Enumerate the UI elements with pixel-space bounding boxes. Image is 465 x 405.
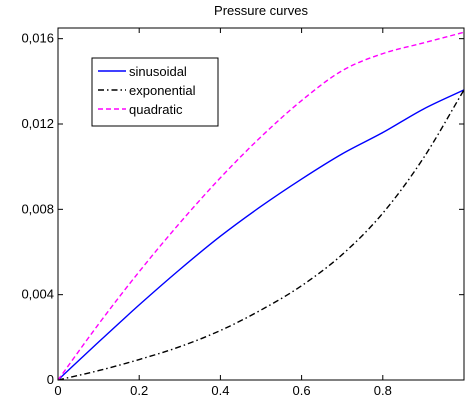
series-line-exponential xyxy=(57,89,465,381)
y-tick-label: 0 xyxy=(47,372,54,387)
x-tick-label: 0.8 xyxy=(374,383,392,398)
legend-label-quadratic: quadratic xyxy=(129,102,183,117)
y-tick-label: 0,012 xyxy=(21,116,54,131)
x-tick-label: 0 xyxy=(54,383,61,398)
chart-title: Pressure curves xyxy=(214,3,308,18)
y-tick-label: 0,008 xyxy=(21,201,54,216)
y-tick-label: 0,004 xyxy=(21,287,54,302)
series-line-quadratic xyxy=(57,31,465,381)
legend-label-sinusoidal: sinusoidal xyxy=(129,64,187,79)
legend-box xyxy=(91,57,219,127)
series-line-sinusoidal xyxy=(57,89,465,381)
axes: 0 0.2 0.4 0.6 0.8 0 0,004 0,008 0,012 0,016 xyxy=(21,27,465,398)
x-tick-label: 0.4 xyxy=(211,383,229,398)
plot-frame xyxy=(57,27,465,381)
legend: sinusoidal exponential quadratic xyxy=(91,57,219,127)
legend-label-exponential: exponential xyxy=(129,83,196,98)
x-tick-label: 0.2 xyxy=(130,383,148,398)
y-tick-label: 0,016 xyxy=(21,31,54,46)
x-tick-label: 0.6 xyxy=(293,383,311,398)
